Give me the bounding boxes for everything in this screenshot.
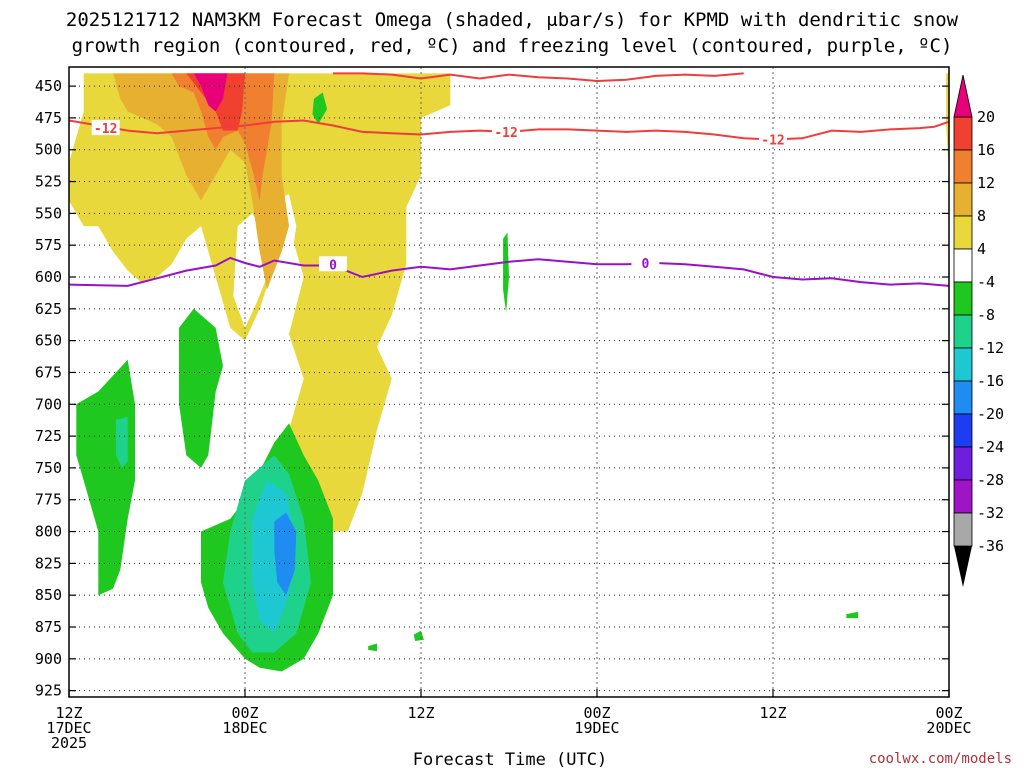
y-tick-label: 800 (35, 523, 62, 541)
freezing-label-1: 0 (329, 258, 337, 273)
dgz-label-1-bg (91, 120, 120, 136)
y-tick-label: 850 (35, 586, 62, 604)
omega-shade-green-dot3 (846, 611, 859, 619)
plot-frame (68, 66, 950, 698)
x-tick-label: 12Z (55, 704, 82, 722)
y-tick-label: 725 (35, 427, 62, 445)
colorbar-swatch (953, 116, 973, 151)
dgz-label-2-bg (492, 123, 521, 139)
y-tick-label: 775 (35, 491, 62, 509)
x-tick-label: 00Z (935, 704, 962, 722)
dgz-label-3-bg (759, 131, 787, 147)
x-tick-label: 17DEC (46, 719, 91, 737)
x-tick-label: 00Z (231, 704, 258, 722)
colorbar-label: -36 (977, 537, 1004, 555)
y-tick-label: 675 (35, 363, 62, 381)
colorbar-swatch (953, 149, 973, 184)
dgz-label-2: -12 (494, 126, 517, 141)
y-tick-label: 550 (35, 204, 62, 222)
colorbar-label: -12 (977, 339, 1004, 357)
plot-area: -12 -12 -12 0 0 450 475 500 525 550 575 600 625 650 67… (35, 66, 972, 752)
y-tick-label: 650 (35, 332, 62, 350)
y-tick-label: 925 (35, 682, 62, 700)
y-tick-label: 825 (35, 554, 62, 572)
y-tick-label: 700 (35, 395, 62, 413)
omega-shade-green-dot1 (368, 643, 377, 652)
colorbar-swatch (953, 182, 973, 217)
y-tick-label: 575 (35, 236, 62, 254)
x-tick-label: 20DEC (926, 719, 971, 737)
x-tick-label: 18DEC (222, 719, 267, 737)
freezing-level-contour (69, 256, 949, 287)
omega-shade-yellow (69, 73, 451, 532)
colorbar-label: -20 (977, 405, 1004, 423)
x-tick-label: 19DEC (574, 719, 619, 737)
terrain-ground (69, 697, 949, 703)
freezing-label-2-bg (631, 255, 660, 270)
x-tick-label: 12Z (407, 704, 434, 722)
y-tick-label: 900 (35, 650, 62, 668)
freezing-label-2: 0 (641, 257, 649, 272)
colorbar-swatch (953, 215, 973, 250)
y-tick-label: 500 (35, 141, 62, 159)
omega-shade-orange (171, 73, 275, 201)
colorbar-swatch (953, 446, 973, 481)
chart-title-line1: 2025121712 NAM3KM Forecast Omega (shaded… (66, 9, 959, 31)
colorbar-label: -8 (977, 306, 995, 324)
omega-shade-magenta (193, 73, 228, 112)
plot-content: -12 -12 -12 0 0 (69, 67, 949, 703)
y-tick-label: 475 (35, 109, 62, 127)
omega-shade-green-blob1 (312, 92, 328, 125)
y-tick-label: 875 (35, 618, 62, 636)
colorbar-label: -4 (977, 273, 995, 291)
omega-shade-teal2 (115, 417, 128, 468)
x-tick-label: 00Z (583, 704, 610, 722)
y-tick-label: 625 (35, 300, 62, 318)
y-tick-label: 450 (35, 77, 62, 95)
x-tick-label: 12Z (759, 704, 786, 722)
colorbar-swatch (953, 281, 973, 316)
colorbar-swatch (953, 347, 973, 382)
colorbar-legend: 20 16 12 8 4 -4 -8 -12 -16 -20 -24 -28 -32 -36 (953, 74, 1004, 587)
dgz-contour-lower (69, 119, 949, 141)
colorbar-label: 4 (977, 240, 986, 258)
colorbar-swatch (953, 314, 973, 349)
colorbar-swatch (953, 512, 973, 547)
colorbar-swatch (953, 248, 973, 283)
y-tick-label: 600 (35, 268, 62, 286)
dgz-label-1: -12 (94, 122, 117, 137)
colorbar-bottom-arrow (954, 546, 972, 587)
colorbar-label: 8 (977, 207, 986, 225)
colorbar-label: 12 (977, 174, 995, 192)
dgz-contour-upper (333, 72, 744, 83)
dgz-label-3: -12 (761, 134, 784, 149)
colorbar-label: 16 (977, 141, 995, 159)
y-tick-label: 525 (35, 173, 62, 191)
x-axis-label: Forecast Time (UTC) (413, 750, 607, 768)
colorbar-swatch (953, 479, 973, 514)
credit-text: coolwx.com/models (869, 751, 1012, 767)
omega-shade-green-thin (503, 232, 509, 313)
y-tick-label: 750 (35, 459, 62, 477)
colorbar-label: -32 (977, 504, 1004, 522)
colorbar-swatch (953, 413, 973, 448)
colorbar-label: -16 (977, 372, 1004, 390)
colorbar-label: -24 (977, 438, 1004, 456)
colorbar-swatch (953, 380, 973, 415)
colorbar-top-arrow (953, 74, 973, 118)
colorbar-label: -28 (977, 471, 1004, 489)
colorbar-label: 20 (977, 108, 995, 126)
omega-shade-green2 (179, 308, 223, 468)
freezing-label-1-bg (319, 256, 347, 272)
x-tick-label: 2025 (51, 734, 87, 752)
omega-shade-blue (274, 512, 297, 596)
chart-title-line2: growth region (contoured, red, ºC) and f… (72, 35, 953, 57)
